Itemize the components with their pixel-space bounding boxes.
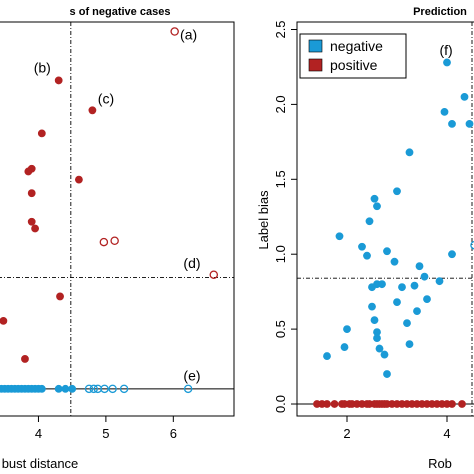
left-point-s0-11: [21, 355, 29, 363]
legend-label-negative: negative: [330, 38, 383, 54]
right-ytick-label-4: 2.0: [273, 95, 288, 113]
left-point-s0-1: [88, 106, 97, 115]
right-annotation-0: (f): [440, 42, 453, 58]
left-point-s0-8: [31, 224, 39, 233]
left-xtick-label-2: 6: [170, 426, 177, 441]
left-panel-title: s of negative cases: [70, 6, 171, 18]
right-ytick-label-2: 1.0: [273, 245, 288, 263]
right-point-s2-30: [448, 400, 456, 408]
right-point-s0-0: [443, 58, 451, 67]
right-point-s0-26: [413, 307, 421, 316]
right-panel-title: Prediction: [413, 6, 467, 18]
right-point-s0-30: [343, 325, 351, 334]
right-y-axis-label: Label bias: [256, 190, 271, 250]
left-point-s3-4: [108, 384, 117, 394]
left-point-s0-6: [27, 189, 36, 198]
right-point-s0-15: [415, 262, 424, 271]
legend-label-positive: positive: [330, 57, 378, 73]
right-point-s0-17: [435, 277, 444, 286]
left-point-s0-10: [0, 316, 8, 325]
right-point-s0-7: [373, 202, 381, 211]
right-point-s1-0: [470, 240, 474, 250]
left-point-s0-0: [54, 76, 63, 85]
right-point-s0-1: [460, 93, 469, 101]
right-ytick-label-5: 2.5: [273, 20, 288, 38]
right-point-s0-5: [405, 148, 414, 157]
left-point-s3-0: [84, 384, 94, 394]
right-xtick-label-0: 2: [343, 426, 350, 441]
right-x-axis-label: Rob: [428, 456, 452, 471]
right-point-s0-25: [393, 298, 401, 307]
left-point-s1-3: [209, 270, 219, 279]
right-xtick-label-1: 4: [443, 426, 450, 441]
right-panel: Prediction (f) 2 4 0.0 0.5 1.0 1.5 2.0 2.5 Lab…: [256, 6, 474, 471]
right-point-s0-21: [398, 283, 406, 292]
left-point-s0-7: [27, 217, 36, 226]
right-point-s0-14: [390, 257, 399, 266]
legend-swatch-negative: [308, 39, 323, 53]
right-point-s0-24: [368, 302, 376, 311]
right-point-s0-34: [373, 334, 381, 342]
left-x-axis-label: bust distance: [2, 456, 79, 471]
right-point-s0-23: [423, 295, 431, 304]
right-point-s0-35: [340, 343, 349, 351]
left-point-s1-1: [99, 237, 109, 247]
right-point-s2-2: [323, 400, 331, 408]
left-annotation-2: (c): [98, 91, 114, 107]
right-point-s0-6: [370, 194, 379, 203]
right-plot-frame: [296, 21, 474, 417]
left-point-s3-3: [100, 384, 109, 394]
left-point-s2-14: [61, 384, 70, 393]
right-point-s0-10: [335, 232, 344, 241]
right-ytick-label-1: 0.5: [273, 320, 288, 338]
right-point-s2-31: [458, 400, 466, 408]
left-annotation-4: (e): [183, 368, 200, 384]
left-xtick-label-0: 4: [35, 426, 42, 441]
right-ytick-label-0: 0.0: [273, 395, 288, 413]
left-point-s0-9: [56, 292, 64, 301]
right-point-s0-3: [440, 107, 449, 116]
right-point-s0-9: [365, 217, 374, 226]
left-point-s1-2: [110, 236, 119, 245]
left-point-s0-5: [75, 175, 83, 184]
left-plot-frame: [0, 21, 235, 417]
right-point-s0-28: [403, 319, 411, 328]
right-point-s0-33: [380, 350, 389, 359]
right-point-s0-31: [375, 344, 384, 353]
left-point-s2-12: [37, 384, 46, 393]
right-point-s0-37: [383, 370, 391, 378]
right-point-s0-36: [323, 352, 331, 360]
right-point-s0-22: [410, 281, 419, 290]
left-xtick-label-1: 5: [102, 426, 109, 441]
right-point-s0-20: [378, 280, 386, 289]
left-annotation-0: (a): [180, 27, 197, 43]
right-point-s0-19: [368, 283, 376, 292]
right-point-s0-13: [383, 247, 391, 256]
left-point-s3-1: [89, 384, 98, 394]
left-point-s2-15: [68, 384, 77, 393]
right-point-s0-16: [420, 272, 429, 281]
left-point-s3-6: [183, 384, 193, 394]
left-point-s2-13: [54, 384, 63, 393]
legend-swatch-positive: [308, 58, 323, 72]
right-ytick-label-3: 1.5: [273, 170, 288, 188]
right-point-s0-4: [448, 119, 456, 128]
left-point-s1-0: [170, 27, 179, 36]
left-point-s3-5: [119, 384, 129, 394]
right-point-s0-38: [448, 250, 456, 259]
right-point-s0-8: [393, 187, 401, 196]
right-point-s0-11: [358, 242, 366, 251]
right-point-s0-12: [363, 251, 371, 260]
left-point-s0-2: [37, 129, 46, 138]
legend: negative positive: [299, 33, 407, 79]
right-point-s0-32: [405, 340, 414, 348]
right-point-s0-2: [465, 119, 474, 128]
right-point-s2-3: [330, 400, 339, 408]
left-point-s0-4: [24, 167, 33, 176]
left-annotation-3: (d): [183, 255, 200, 271]
right-point-s0-27: [370, 316, 379, 325]
left-annotation-1: (b): [34, 59, 51, 75]
